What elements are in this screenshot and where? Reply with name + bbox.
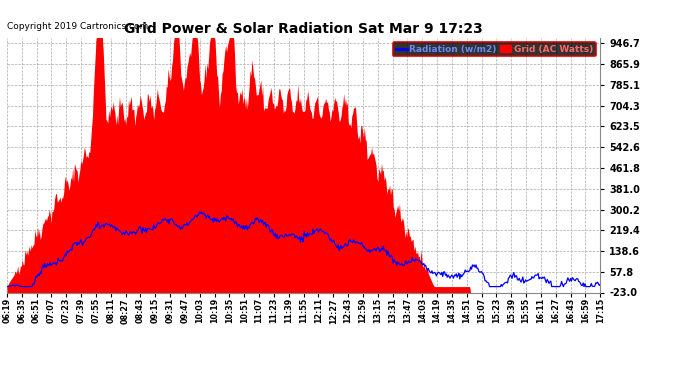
Legend: Radiation (w/m2), Grid (AC Watts): Radiation (w/m2), Grid (AC Watts) bbox=[393, 42, 595, 56]
Text: Copyright 2019 Cartronics.com: Copyright 2019 Cartronics.com bbox=[7, 22, 148, 31]
Title: Grid Power & Solar Radiation Sat Mar 9 17:23: Grid Power & Solar Radiation Sat Mar 9 1… bbox=[124, 22, 483, 36]
